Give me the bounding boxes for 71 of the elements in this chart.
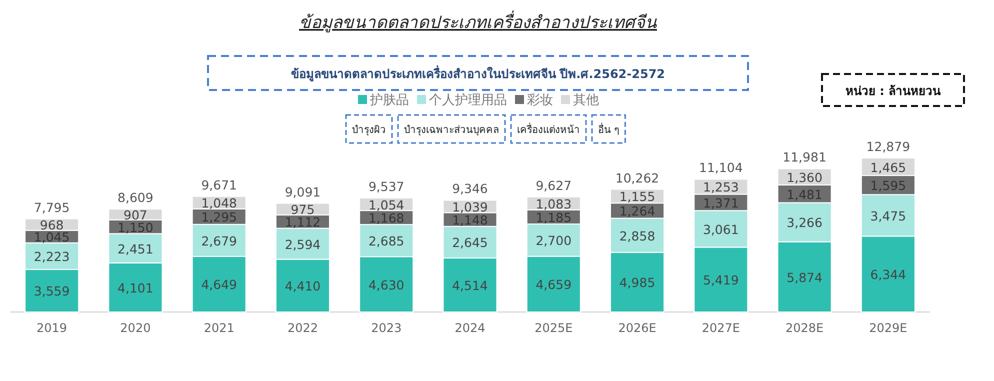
total-label: 9,671 [201, 177, 237, 192]
data-label: 1,148 [452, 212, 488, 228]
data-label: 1,253 [703, 180, 739, 195]
total-label: 11,981 [782, 150, 826, 165]
data-label: 1,295 [201, 210, 237, 225]
data-label: 1,112 [284, 214, 321, 230]
data-label: 2,679 [201, 233, 238, 248]
x-tick-label: 2021 [204, 321, 234, 335]
data-label: 1,481 [786, 186, 822, 202]
data-label: 3,266 [786, 215, 822, 230]
data-label: 1,264 [619, 204, 656, 219]
legend-label: 其他 [573, 93, 599, 108]
data-label: 907 [124, 207, 148, 222]
data-label: 1,360 [786, 170, 822, 185]
data-label: 2,594 [284, 236, 321, 252]
text: หน่วย : ล้านหยวน [845, 84, 942, 98]
data-label: 1,155 [619, 189, 656, 204]
data-label: 1,465 [870, 160, 906, 175]
data-label: 2,685 [368, 234, 404, 249]
data-label: 1,185 [536, 210, 572, 225]
legend-label: 彩妆 [527, 93, 553, 108]
data-label: 5,419 [703, 272, 739, 288]
data-label: 1,048 [201, 196, 238, 211]
x-tick-label: 2028E [785, 321, 824, 335]
data-label: 2,858 [619, 228, 656, 244]
total-label: 9,537 [368, 178, 404, 194]
legend-label: 个人护理用品 [429, 93, 507, 108]
total-label: 11,104 [699, 160, 743, 176]
total-label: 7,795 [34, 200, 70, 215]
x-tick-label: 2023 [371, 321, 402, 335]
data-label: 4,985 [619, 275, 656, 290]
data-label: 2,223 [34, 249, 70, 264]
total-label: 10,262 [615, 170, 660, 186]
data-label: 1,083 [536, 196, 572, 212]
data-label: 4,514 [452, 278, 488, 294]
data-label: 1,150 [118, 220, 154, 235]
data-label: 6,344 [870, 267, 906, 282]
x-tick-label: 2019 [36, 321, 68, 335]
data-label: 4,101 [118, 280, 154, 296]
chart-title: ข้อมูลขนาดตลาดประเภทเครื่องสำอางประเทศจีน [299, 10, 657, 33]
total-label: 9,091 [284, 184, 321, 200]
total-label: 12,879 [866, 139, 910, 154]
data-label: 3,061 [703, 222, 739, 237]
legend-label: 护肤品 [369, 93, 409, 108]
data-label: 4,410 [284, 278, 321, 294]
x-tick-label: 2020 [120, 321, 151, 335]
total-label: 9,627 [536, 178, 572, 193]
x-tick-label: 2026E [618, 321, 656, 335]
total-label: 9,346 [452, 181, 488, 196]
data-label: 4,630 [368, 277, 404, 292]
x-tick-label: 2025E [534, 321, 573, 335]
data-label: 4,659 [536, 277, 572, 292]
data-label: 975 [290, 202, 315, 218]
x-tick-label: 2029E [869, 321, 908, 335]
data-label: 4,649 [201, 277, 238, 292]
data-label: 3,475 [870, 208, 906, 224]
data-label: 1,054 [368, 197, 404, 212]
data-label: 1,595 [870, 178, 906, 194]
x-tick-label: 2022 [287, 321, 318, 335]
data-label: 3,559 [34, 284, 70, 299]
x-tick-label: 2024 [454, 321, 486, 335]
data-label: 5,874 [786, 270, 822, 285]
data-label: 1,168 [368, 210, 404, 226]
chart-subtitle: ข้อมูลขนาดตลาดประเภทเครื่องสำอางในประเทศจีน ปีพ.ศ.2562-2572 [290, 65, 666, 82]
data-label: 1,371 [703, 195, 739, 210]
data-label: 2,700 [536, 233, 572, 248]
x-tick-label: 2027E [702, 321, 740, 335]
data-label: 1,039 [452, 199, 488, 214]
data-label: 2,451 [118, 241, 154, 256]
data-label: 2,645 [452, 235, 488, 250]
total-label: 8,609 [118, 190, 154, 206]
